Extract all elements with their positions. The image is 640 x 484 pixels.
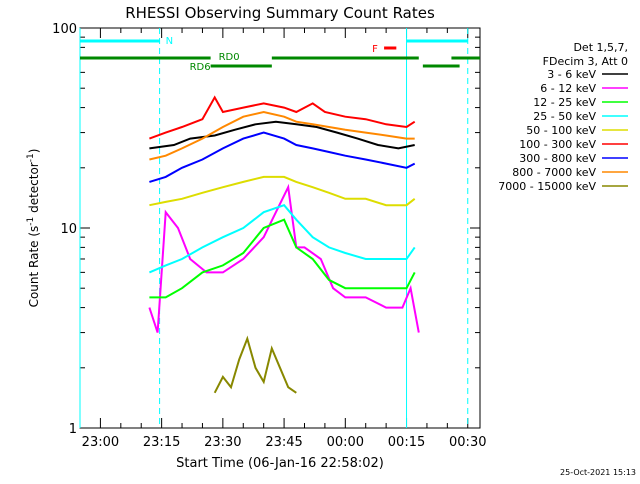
y-axis-label-main: Count Rate (s — [27, 226, 41, 308]
legend-label: 800 - 7000 keV — [512, 166, 596, 179]
legend-header-2: FDecim 3, Att 0 — [543, 55, 628, 68]
x-axis-label: Start Time (06-Jan-16 22:58:02) — [176, 456, 384, 471]
legend-label: 12 - 25 keV — [533, 96, 596, 109]
chart-title: RHESSI Observing Summary Count Rates — [125, 4, 435, 22]
series-line — [213, 335, 297, 394]
y-tick-label: 10 — [60, 222, 77, 237]
y-axis-label-sup1: -1 — [26, 217, 36, 226]
y-tick-label: 100 — [52, 22, 77, 37]
x-tick-label: 23:00 — [82, 435, 119, 450]
x-tick-label: 23:45 — [265, 435, 302, 450]
rd6-flag-label: RD6 — [190, 62, 211, 73]
y-axis-label-sup2: -1 — [26, 153, 36, 162]
y-axis-label-mid: detector — [27, 162, 41, 217]
legend-label: 100 - 300 keV — [519, 138, 596, 151]
x-tick-label: 23:15 — [143, 435, 180, 450]
series-line — [149, 204, 416, 274]
x-axis: 23:00 23:15 23:30 23:45 00:00 00:15 00:30 — [79, 28, 486, 450]
series-lines — [148, 95, 420, 394]
x-tick-label: 00:15 — [388, 435, 425, 450]
night-flag-label: N — [166, 36, 173, 47]
y-axis: 1 10 100 — [52, 22, 480, 437]
eclipse-lines — [79, 28, 469, 428]
y-tick-label: 1 — [69, 422, 77, 437]
series-line — [149, 175, 416, 207]
footer-timestamp: 25-Oct-2021 15:13 — [560, 468, 636, 477]
series-line — [149, 131, 416, 183]
series-line — [149, 110, 415, 161]
legend-label: 6 - 12 keV — [540, 82, 596, 95]
legend-header-1: Det 1,5,7, — [573, 41, 628, 54]
y-axis-label: Count Rate (s-1 detector-1) — [26, 149, 41, 308]
series-line — [149, 95, 416, 140]
flag-bars: N RD0 RD6 F — [80, 36, 480, 73]
x-tick-label: 00:00 — [327, 435, 364, 450]
legend-label: 25 - 50 keV — [533, 110, 596, 123]
series-line — [148, 183, 420, 333]
y-axis-label-end: ) — [27, 149, 41, 154]
legend-label: 300 - 800 keV — [519, 152, 596, 165]
x-tick-label: 23:30 — [204, 435, 241, 450]
rd0-flag-label: RD0 — [219, 52, 240, 63]
x-tick-label: 00:30 — [449, 435, 486, 450]
legend-label: 3 - 6 keV — [547, 68, 596, 81]
legend-label: 7000 - 15000 keV — [498, 180, 596, 193]
legend-label: 50 - 100 keV — [526, 124, 596, 137]
series-line — [149, 120, 415, 150]
flare-flag-label: F — [372, 44, 378, 55]
series-line — [149, 218, 416, 299]
